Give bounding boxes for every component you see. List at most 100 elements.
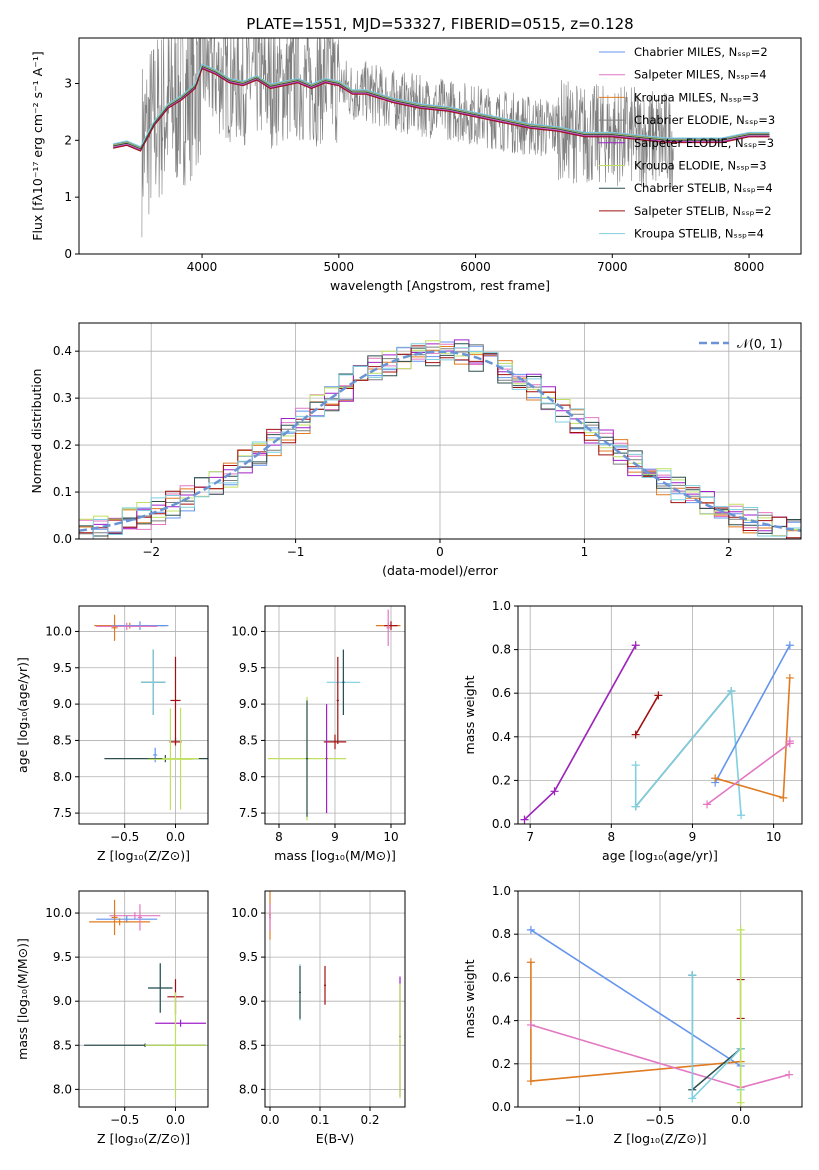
y-tick-label: 0 [64,247,72,261]
x-tick-label: −1.0 [565,1113,594,1127]
x-tick-label: 10 [383,830,398,844]
series-point [526,1020,535,1029]
y-tick-label: 0.0 [492,817,511,831]
series-point [785,641,794,650]
x-axis-label: Z [log₁₀(Z/Z⊙)] [97,1131,190,1146]
x-axis-label: Z [log₁₀(Z/Z⊙)] [97,848,190,863]
y-tick-label: 0.6 [492,686,511,700]
x-tick-label: 6000 [460,260,491,274]
x-tick-label: 8000 [734,260,765,274]
legend-label: Salpeter MILES, Nₛₛₚ=4 [634,68,767,82]
x-axis-label: wavelength [Angstrom, rest frame] [330,278,550,293]
series-point [526,925,535,934]
series-point [688,971,697,980]
plot-area [79,891,208,1107]
series-point [785,737,794,746]
series-line [530,929,742,1067]
y-tick-label: 0.0 [53,532,72,546]
y-tick-label: 1.0 [492,884,511,898]
y-tick-label: 1 [64,190,72,204]
y-tick-label: 0.4 [492,730,511,744]
y-tick-label: 0.6 [492,970,511,984]
axes-frame [78,37,802,255]
axes-frame [78,605,209,825]
series-point [785,1070,794,1079]
chart-age_vs_mass: 8 9 10 7.5 8.0 8.5 9.0 9.5 10.0 mass [log₁₀(M/M⊙)… [231,605,406,863]
y-tick-label: 0.8 [492,643,511,657]
legend-label: Chabrier ELODIE, Nₛₛₚ=3 [634,113,775,127]
y-tick-label: 9.5 [53,950,72,964]
plot-area [79,606,208,824]
plot-area [265,891,405,1107]
x-tick-label: 10 [766,830,781,844]
x-tick-label: 9 [331,830,339,844]
series-point [526,1077,535,1086]
legend-label: Chabrier STELIB, Nₛₛₚ=4 [634,181,773,195]
series-point [520,815,529,824]
x-tick-label: 0.0 [166,830,185,844]
y-tick-label: 0.2 [492,1057,511,1071]
y-tick-label: 9.5 [239,950,258,964]
y-tick-label: 7.5 [53,806,72,820]
y-axis-label: mass weight [462,959,477,1038]
y-tick-label: 0.4 [53,344,72,358]
y-tick-label: 10.0 [45,624,72,638]
x-tick-label: 0.2 [360,1113,379,1127]
plot-area [518,606,802,824]
x-tick-label: 0.0 [731,1113,750,1127]
x-tick-label: 7000 [597,260,628,274]
legend-label: 𝒩(0, 1) [737,336,783,351]
chart-mass_vs_ebv: 0.0 0.1 0.2 8.0 8.5 9.0 9.5 10.0 E(B-V) [231,890,406,1146]
plot-area [113,38,770,238]
x-tick-label: 0.1 [310,1113,329,1127]
normal-curve [79,350,801,533]
y-tick-label: 8.0 [239,770,258,784]
x-tick-label: 2 [725,545,733,559]
y-tick-label: 8.0 [53,770,72,784]
y-tick-label: 7.5 [239,806,258,820]
y-axis-label: mass [log₁₀(M/M⊙)] [15,938,30,1060]
model-curve-7 [113,68,770,152]
plot-area [518,891,802,1107]
x-tick-label: 5000 [324,260,355,274]
observed-spectrum [141,38,674,238]
y-tick-label: 10.0 [45,906,72,920]
x-tick-label: −0.5 [110,830,139,844]
x-tick-label: 1 [581,545,589,559]
series-point [737,811,746,820]
series-point [631,730,640,739]
chart-residuals: 𝒩(0, 1) −2 −1 0 1 2 0.0 0.1 0.2 0.3 0.4 (data-model… [29,322,802,578]
y-tick-label: 10.0 [231,906,258,920]
x-axis-label: E(B-V) [316,1131,355,1146]
series-line [523,644,637,821]
model-curve-6 [113,65,770,150]
y-tick-label: 0.4 [492,1014,511,1028]
y-tick-label: 9.5 [53,661,72,675]
series-point [631,802,640,811]
plot-area [79,323,801,539]
legend-label: Salpeter ELODIE, Nₛₛₚ=3 [634,136,774,150]
y-tick-label: 0.0 [492,1100,511,1114]
y-tick-label: 0.2 [492,773,511,787]
chart-weight_vs_z: −1.0 −0.5 0.0 0.0 0.2 0.4 0.6 0.8 1.0 Z [log₁₀(Z/… [462,884,803,1146]
y-tick-label: 1.0 [492,599,511,613]
series-point [779,793,788,802]
model-curve-8 [113,63,770,148]
y-tick-label: 9.0 [239,994,258,1008]
series-point [550,787,559,796]
y-tick-label: 0.1 [53,485,72,499]
series-point [711,774,720,783]
x-tick-label: 4000 [187,260,218,274]
y-axis-label: Normed distribution [29,369,44,494]
y-tick-label: 0.2 [53,438,72,452]
y-tick-label: 9.0 [239,697,258,711]
series-point [654,691,663,700]
chart-weight_vs_age: 7 8 9 10 0.0 0.2 0.4 0.6 0.8 1.0 age [log₁₀(age/yr… [462,599,803,863]
legend-label: Kroupa ELODIE, Nₛₛₚ=3 [634,159,767,173]
x-axis-label: age [log₁₀(age/yr)] [602,848,718,863]
histogram-8 [79,343,801,539]
series-point [736,925,745,934]
x-tick-label: 7 [526,830,534,844]
x-tick-label: −2 [142,545,160,559]
